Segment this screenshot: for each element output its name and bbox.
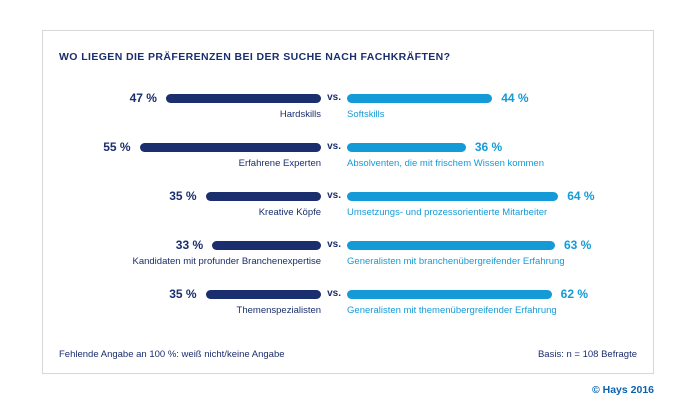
- bar-row: 33 % Kandidaten mit profunder Branchenex…: [59, 238, 637, 267]
- bar-row: 35 % Kreative Köpfe vs. 64 % Umsetzungs-…: [59, 189, 637, 218]
- vs-label: vs.: [327, 288, 341, 299]
- chart-footer: Fehlende Angabe an 100 %: weiß nicht/kei…: [59, 349, 637, 360]
- left-barline: 35 %: [169, 287, 322, 301]
- chart-rows: 47 % Hardskills vs. 44 % Softskills 55 %…: [59, 91, 637, 316]
- left-bar: [165, 93, 322, 103]
- right-percent: 63 %: [563, 238, 592, 252]
- left-category-label: Erfahrene Experten: [238, 158, 322, 169]
- right-barline: 44 %: [347, 91, 529, 105]
- right-bar: [347, 191, 559, 201]
- left-barline: 47 %: [129, 91, 322, 105]
- footnote: Fehlende Angabe an 100 %: weiß nicht/kei…: [59, 349, 285, 360]
- chart-card: WO LIEGEN DIE PRÄFERENZEN BEI DER SUCHE …: [42, 30, 654, 374]
- vs-label: vs.: [327, 239, 341, 250]
- bar-row: 47 % Hardskills vs. 44 % Softskills: [59, 91, 637, 120]
- left-side: 33 % Kandidaten mit profunder Branchenex…: [59, 238, 322, 267]
- left-side: 55 % Erfahrene Experten: [59, 140, 322, 169]
- left-bar: [212, 240, 322, 250]
- copyright: © Hays 2016: [591, 384, 654, 396]
- right-side: 63 % Generalisten mit branchenübergreife…: [347, 238, 637, 267]
- right-barline: 62 %: [347, 287, 588, 301]
- bar-row: 55 % Erfahrene Experten vs. 36 % Absolve…: [59, 140, 637, 169]
- left-percent: 55 %: [103, 140, 131, 154]
- right-side: 62 % Generalisten mit themenübergreifend…: [347, 287, 637, 316]
- right-category-label: Generalisten mit themenübergreifender Er…: [347, 305, 557, 316]
- left-category-label: Themenspezialisten: [236, 305, 322, 316]
- right-percent: 36 %: [474, 140, 503, 154]
- right-bar: [347, 142, 466, 152]
- right-bar: [347, 93, 493, 103]
- right-side: 64 % Umsetzungs- und prozessorientierte …: [347, 189, 637, 218]
- bar-row: 35 % Themenspezialisten vs. 62 % General…: [59, 287, 637, 316]
- left-percent: 33 %: [175, 238, 204, 252]
- left-bar: [139, 142, 322, 152]
- left-side: 35 % Themenspezialisten: [59, 287, 322, 316]
- right-category-label: Absolventen, die mit frischem Wissen kom…: [347, 158, 544, 169]
- left-bar: [205, 289, 322, 299]
- page-title: WO LIEGEN DIE PRÄFERENZEN BEI DER SUCHE …: [59, 51, 451, 63]
- left-category-label: Kandidaten mit profunder Branchenexperti…: [132, 256, 322, 267]
- vs-label: vs.: [327, 190, 341, 201]
- right-category-label: Generalisten mit branchenübergreifender …: [347, 256, 565, 267]
- right-barline: 64 %: [347, 189, 595, 203]
- left-side: 47 % Hardskills: [59, 91, 322, 120]
- left-percent: 47 %: [129, 91, 157, 105]
- right-category-label: Softskills: [347, 109, 385, 120]
- vs-label: vs.: [327, 141, 341, 152]
- left-category-label: Kreative Köpfe: [258, 207, 322, 218]
- right-side: 36 % Absolventen, die mit frischem Wisse…: [347, 140, 637, 169]
- left-percent: 35 %: [169, 189, 197, 203]
- left-barline: 55 %: [103, 140, 322, 154]
- right-barline: 63 %: [347, 238, 591, 252]
- left-category-label: Hardskills: [279, 109, 322, 120]
- left-barline: 33 %: [175, 238, 322, 252]
- basis-note: Basis: n = 108 Befragte: [537, 349, 637, 360]
- left-percent: 35 %: [169, 287, 197, 301]
- right-percent: 44 %: [501, 91, 529, 105]
- right-barline: 36 %: [347, 140, 502, 154]
- right-bar: [347, 240, 555, 250]
- right-side: 44 % Softskills: [347, 91, 637, 120]
- left-barline: 35 %: [169, 189, 322, 203]
- left-side: 35 % Kreative Köpfe: [59, 189, 322, 218]
- right-bar: [347, 289, 552, 299]
- right-category-label: Umsetzungs- und prozessorientierte Mitar…: [347, 207, 548, 218]
- left-bar: [205, 191, 322, 201]
- vs-label: vs.: [327, 92, 341, 103]
- right-percent: 64 %: [567, 189, 595, 203]
- right-percent: 62 %: [560, 287, 588, 301]
